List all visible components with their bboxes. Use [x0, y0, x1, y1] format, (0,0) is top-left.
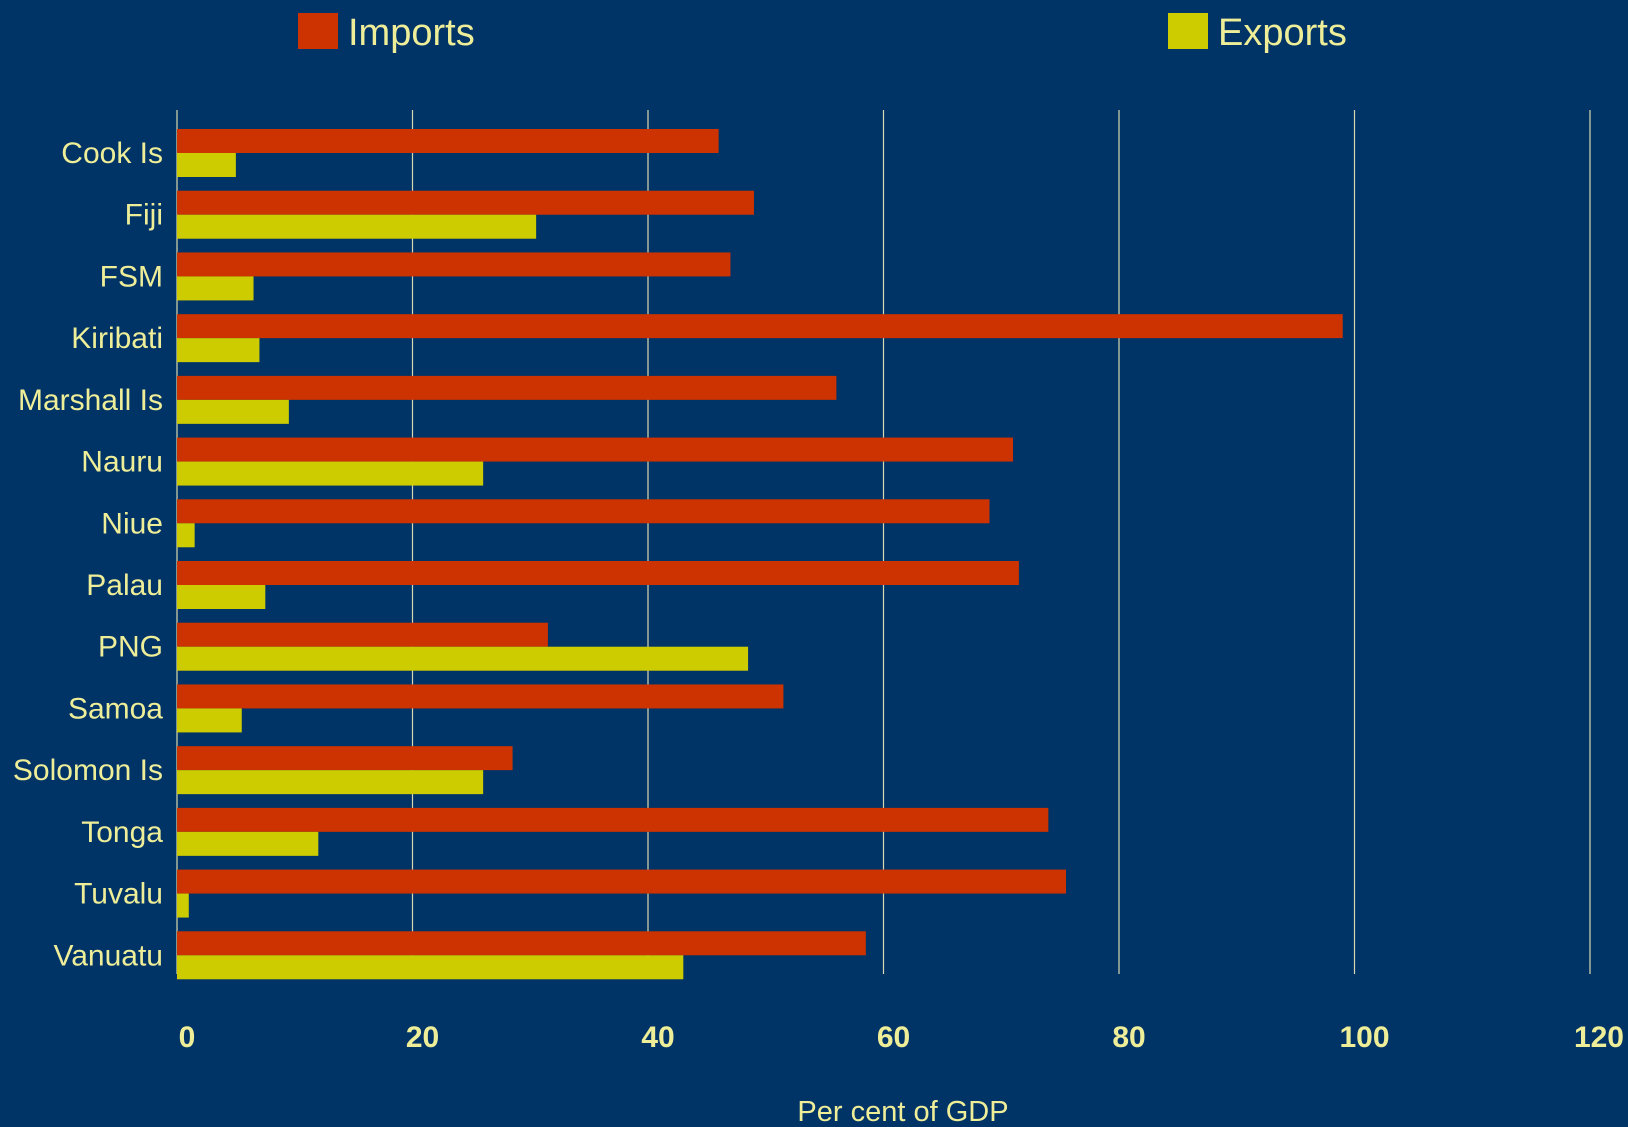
bar-imports-solomon-is [177, 746, 513, 771]
bar-imports-png [177, 622, 548, 647]
x-tick-label: 80 [1112, 1021, 1145, 1054]
category-label: Marshall Is [18, 384, 163, 417]
bar-exports-fsm [177, 276, 254, 301]
bar-imports-samoa [177, 684, 784, 709]
bar-imports-kiribati [177, 314, 1343, 339]
bar-imports-vanuatu [177, 931, 866, 956]
legend-label-imports: Imports [348, 12, 475, 54]
bar-imports-niue [177, 499, 990, 524]
bar-exports-niue [177, 523, 195, 548]
bar-imports-fsm [177, 252, 731, 277]
legend-label-exports: Exports [1218, 12, 1347, 54]
category-label: Solomon Is [13, 754, 163, 787]
x-tick-label: 60 [877, 1021, 910, 1054]
bar-imports-fiji [177, 190, 754, 215]
x-tick-labels: 0 20 40 60 80 100 120 [179, 1021, 1624, 1054]
bar-exports-marshall-is [177, 399, 289, 424]
category-label: Tuvalu [74, 878, 163, 911]
legend: Imports Exports [298, 12, 1347, 54]
category-label: Kiribati [71, 322, 163, 355]
bar-imports-marshall-is [177, 375, 837, 400]
bar-exports-vanuatu [177, 955, 684, 980]
bar-exports-kiribati [177, 338, 260, 363]
category-label: Niue [101, 507, 163, 540]
bar-exports-nauru [177, 461, 484, 486]
category-labels: Cook Is Fiji FSM Kiribati Marshall Is Nauru Ni… [13, 137, 163, 972]
x-tick-label: 0 [179, 1021, 196, 1054]
bar-exports-tonga [177, 831, 319, 856]
category-label: FSM [100, 260, 163, 293]
x-tick-label: 120 [1574, 1021, 1624, 1054]
bar-imports-palau [177, 561, 1019, 585]
bar-imports-tonga [177, 807, 1049, 832]
category-label: Nauru [81, 446, 163, 479]
bar-exports-fiji [177, 214, 537, 239]
category-label: Tonga [81, 816, 163, 849]
category-label: PNG [98, 631, 163, 664]
bar-imports-nauru [177, 437, 1014, 462]
legend-swatch-imports [298, 13, 338, 49]
bar-exports-tuvalu [177, 893, 189, 918]
category-label: Palau [86, 569, 163, 602]
x-tick-label: 100 [1339, 1021, 1389, 1054]
bar-imports-cook-is [177, 129, 719, 153]
bar-exports-solomon-is [177, 770, 484, 795]
bar-exports-palau [177, 585, 266, 609]
bar-exports-png [177, 646, 749, 671]
category-label: Fiji [125, 199, 163, 232]
x-axis-title: Per cent of GDP [797, 1096, 1008, 1127]
x-tick-label: 20 [406, 1021, 439, 1054]
bar-imports-tuvalu [177, 869, 1067, 894]
category-label: Cook Is [61, 137, 163, 170]
bars [177, 129, 1343, 980]
category-label: Vanuatu [53, 939, 163, 972]
bar-exports-cook-is [177, 153, 236, 177]
category-label: Samoa [68, 692, 163, 725]
gridlines [176, 110, 1591, 974]
bar-exports-samoa [177, 708, 242, 733]
x-tick-label: 40 [641, 1021, 674, 1054]
legend-swatch-exports [1168, 13, 1208, 49]
